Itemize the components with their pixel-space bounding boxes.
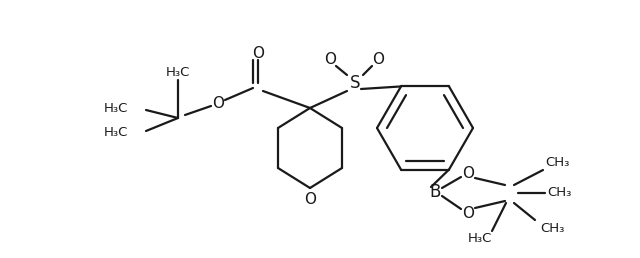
Text: O: O [372,52,384,68]
Text: B: B [429,183,441,201]
Text: CH₃: CH₃ [547,187,572,199]
Text: CH₃: CH₃ [545,157,570,170]
Text: O: O [212,95,224,110]
Text: H₃C: H₃C [166,67,190,79]
Text: O: O [304,192,316,207]
Text: O: O [462,206,474,221]
Text: O: O [324,52,336,68]
Text: S: S [349,74,360,92]
Text: H₃C: H₃C [104,101,128,115]
Text: O: O [462,165,474,181]
Text: H₃C: H₃C [468,231,492,245]
Text: H₃C: H₃C [104,126,128,140]
Text: O: O [252,45,264,60]
Text: CH₃: CH₃ [540,222,564,235]
